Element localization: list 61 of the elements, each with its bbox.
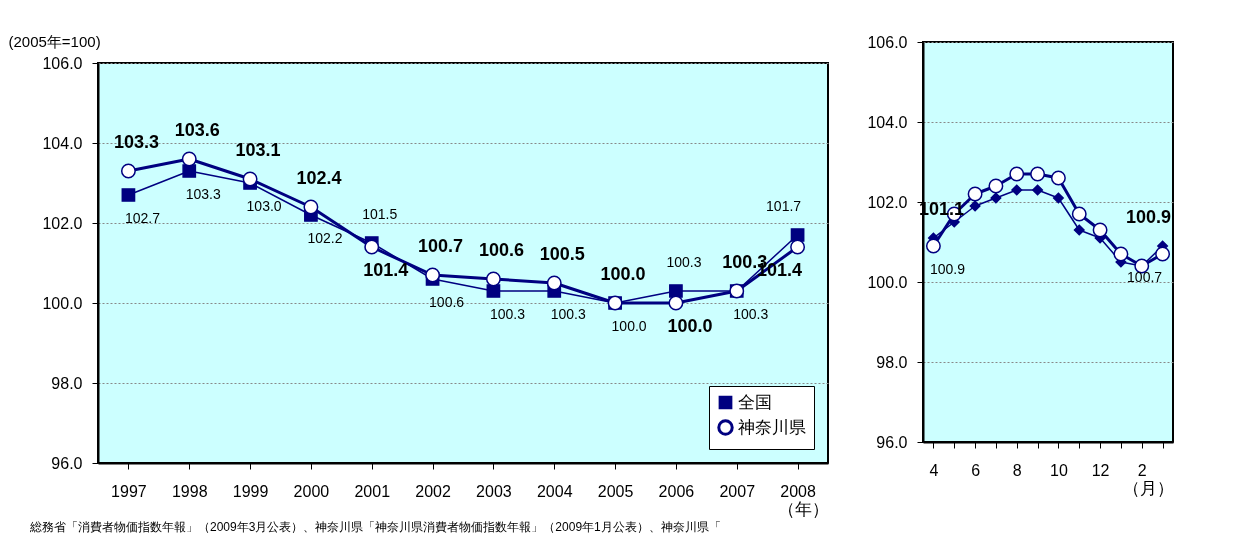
data-label: 102.4 xyxy=(296,168,342,188)
y-tick-label: 102.0 xyxy=(42,214,83,232)
x-tick-label: 2003 xyxy=(476,482,512,500)
x-tick-label: 2004 xyxy=(536,482,573,500)
x-axis-title: （月） xyxy=(1122,478,1174,498)
data-label: 103.0 xyxy=(246,198,282,214)
legend-label: 全国 xyxy=(738,392,772,412)
x-tick-label: 2006 xyxy=(658,482,695,500)
y-tick-label: 96.0 xyxy=(51,454,83,472)
y-tick-label: 102.0 xyxy=(867,193,908,211)
y-tick-label: 100.0 xyxy=(42,294,83,312)
y-axis-title: (2005年=100) xyxy=(8,32,101,50)
y-tick-label: 104.0 xyxy=(867,113,908,131)
y-tick-label: 98.0 xyxy=(51,374,83,392)
data-label: 103.6 xyxy=(174,120,220,140)
y-tick-label: 106.0 xyxy=(42,54,83,72)
data-label: 100.3 xyxy=(733,306,769,322)
data-label: 100.3 xyxy=(550,306,586,322)
x-tick-label: 2001 xyxy=(354,482,391,500)
y-tick-label: 96.0 xyxy=(876,433,908,451)
data-label: 100.6 xyxy=(429,294,465,310)
data-label: 100.0 xyxy=(600,264,646,284)
x-tick-label: 2008 xyxy=(780,482,816,500)
x-tick-label: 2005 xyxy=(597,482,634,500)
x-tick-label: 1999 xyxy=(232,482,269,500)
x-tick-label: 1997 xyxy=(111,482,147,500)
data-label: 101.7 xyxy=(766,198,802,214)
data-label: 100.5 xyxy=(539,244,585,264)
x-tick-label: 2007 xyxy=(719,482,756,500)
data-label: 103.1 xyxy=(235,140,281,160)
text: 総務省「消費者物価指数年報」（2009年3月公表）、神奈川県「神奈川県消費者物価指数年報」（2009年1月公表）、神奈川県「 xyxy=(30,519,722,536)
x-tick-label: 8 xyxy=(1012,461,1022,479)
x-tick-label: 2000 xyxy=(293,482,330,500)
data-label: 102.2 xyxy=(307,230,343,246)
data-label: 100.0 xyxy=(667,316,713,336)
y-tick-label: 106.0 xyxy=(867,33,908,51)
data-label: 100.3 xyxy=(489,306,526,322)
legend-label: 神奈川県 xyxy=(738,417,806,437)
data-label: 100.7 xyxy=(1127,269,1163,285)
data-label: 100.0 xyxy=(611,318,647,334)
x-tick-label: 6 xyxy=(971,461,981,479)
data-label: 103.3 xyxy=(185,186,221,202)
data-label: 101.5 xyxy=(362,206,398,222)
data-label: 100.3 xyxy=(666,254,702,270)
x-tick-label: 4 xyxy=(929,461,939,479)
data-label: 103.3 xyxy=(113,132,159,152)
data-label: 100.9 xyxy=(929,261,966,277)
x-axis-title: （年） xyxy=(777,499,829,519)
data-label: 100.6 xyxy=(478,240,524,260)
x-tick-label: 10 xyxy=(1050,461,1068,479)
x-tick-label: 12 xyxy=(1091,461,1110,479)
data-label: 101.4 xyxy=(363,260,409,280)
data-label: 100.9 xyxy=(1126,207,1172,227)
x-tick-label: 2 xyxy=(1137,461,1147,479)
x-tick-label: 1998 xyxy=(171,482,208,500)
y-tick-label: 104.0 xyxy=(42,134,83,152)
y-tick-label: 100.0 xyxy=(867,273,908,291)
data-label: 100.7 xyxy=(418,236,464,256)
data-label: 102.7 xyxy=(124,210,161,226)
x-tick-label: 2002 xyxy=(415,482,451,500)
y-tick-label: 98.0 xyxy=(876,353,908,371)
